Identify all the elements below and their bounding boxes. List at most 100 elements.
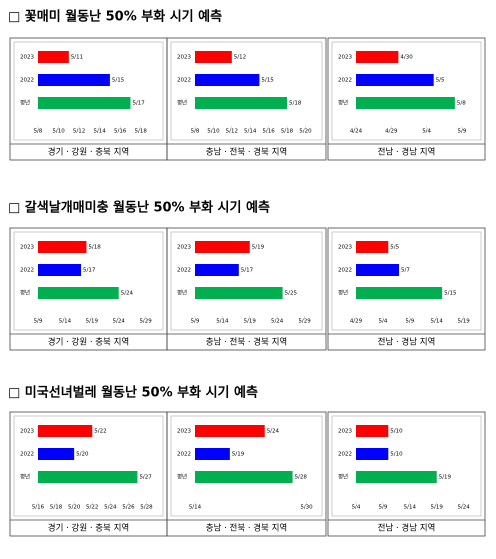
bar (356, 425, 389, 437)
bar (195, 97, 287, 109)
bar (356, 264, 400, 276)
value-label: 5/27 (139, 475, 152, 481)
x-axis-label: 충남 · 전북 · 경북 지역 (206, 337, 287, 348)
category-label: 평년 (20, 473, 30, 481)
category-label: 평년 (177, 473, 187, 481)
bar (195, 471, 293, 483)
category-label: 2022 (177, 452, 191, 458)
x-tick-label: 5/22 (86, 505, 98, 511)
x-tick-label: 5/16 (262, 129, 275, 135)
value-label: 5/5 (390, 245, 399, 251)
x-tick-label: 5/12 (226, 129, 238, 135)
x-axis-label: 전남 · 경남 지역 (378, 523, 436, 534)
value-label: 5/15 (261, 78, 274, 84)
x-tick-label: 5/29 (298, 319, 311, 325)
category-label: 2023 (338, 245, 352, 251)
x-axis-label: 경기 · 강원 · 충북 지역 (48, 147, 129, 158)
x-tick-label: 5/19 (244, 319, 257, 325)
category-label: 2022 (177, 78, 191, 84)
value-label: 5/19 (232, 452, 245, 458)
x-tick-label: 5/24 (457, 505, 470, 511)
x-tick-label: 5/16 (32, 505, 45, 511)
chart-box (327, 411, 486, 537)
value-label: 5/7 (401, 268, 410, 274)
bar (195, 241, 250, 253)
x-tick-label: 5/14 (216, 319, 229, 325)
bar (38, 448, 75, 460)
x-tick-label: 5/29 (139, 319, 152, 325)
x-tick-label: 5/9 (191, 319, 200, 325)
value-label: 5/17 (132, 101, 145, 107)
x-tick-label: 5/20 (68, 505, 81, 511)
bar (356, 51, 399, 63)
category-label: 2022 (20, 78, 34, 84)
chart-box (166, 227, 327, 351)
x-tick-label: 5/18 (50, 505, 63, 511)
x-tick-label: 5/24 (104, 505, 117, 511)
x-tick-label: 4/24 (350, 129, 363, 135)
x-tick-label: 4/29 (350, 319, 363, 325)
category-label: 평년 (20, 289, 30, 297)
bar (38, 74, 110, 86)
category-label: 2022 (20, 452, 34, 458)
plot-frame (13, 41, 164, 141)
bar (356, 74, 434, 86)
x-tick-label: 5/30 (300, 505, 313, 511)
bar (356, 97, 455, 109)
plot-frame (13, 415, 164, 517)
x-tick-label: 5/14 (189, 505, 202, 511)
x-tick-label: 5/24 (113, 319, 126, 325)
plot-frame (170, 41, 323, 141)
x-tick-label: 5/12 (73, 129, 85, 135)
value-label: 5/24 (267, 429, 280, 435)
x-tick-label: 5/18 (135, 129, 148, 135)
x-axis-label: 충남 · 전북 · 경북 지역 (206, 147, 287, 158)
value-label: 5/10 (390, 429, 403, 435)
x-tick-label: 5/4 (352, 505, 361, 511)
bar (38, 97, 131, 109)
category-label: 평년 (20, 99, 30, 107)
value-label: 5/15 (112, 78, 125, 84)
plot-frame (170, 415, 323, 517)
category-label: 평년 (177, 99, 187, 107)
section-title: □ 갈색날개매미충 월동난 50% 부화 시기 예측 (8, 200, 270, 216)
category-label: 2022 (338, 78, 352, 84)
x-tick-label: 5/4 (378, 319, 387, 325)
value-label: 5/28 (295, 475, 308, 481)
bar (356, 287, 443, 299)
x-tick-label: 5/24 (271, 319, 284, 325)
x-axis-label: 경기 · 강원 · 충북 지역 (48, 337, 129, 348)
x-tick-label: 5/10 (207, 129, 220, 135)
value-label: 5/17 (241, 268, 254, 274)
x-tick-label: 5/14 (404, 505, 417, 511)
x-tick-label: 5/19 (431, 505, 444, 511)
value-label: 5/19 (252, 245, 265, 251)
bar (195, 425, 265, 437)
category-label: 2023 (338, 55, 352, 61)
bar (195, 74, 260, 86)
x-tick-label: 5/9 (34, 319, 43, 325)
category-label: 2023 (20, 55, 34, 61)
category-label: 2023 (177, 55, 191, 61)
value-label: 5/11 (71, 55, 83, 61)
x-tick-label: 5/8 (191, 129, 200, 135)
x-tick-label: 5/9 (405, 319, 414, 325)
section-title: □ 미국선녀벌레 월동난 50% 부화 시기 예측 (8, 385, 258, 401)
x-tick-label: 5/9 (378, 505, 387, 511)
value-label: 5/8 (457, 101, 466, 107)
value-label: 5/18 (289, 101, 302, 107)
x-tick-label: 5/10 (52, 129, 65, 135)
value-label: 5/10 (390, 452, 403, 458)
plot-frame (170, 231, 323, 331)
value-label: 5/22 (94, 429, 106, 435)
value-label: 5/19 (439, 475, 452, 481)
chart-box (166, 411, 327, 537)
x-tick-label: 5/14 (93, 129, 106, 135)
bar (38, 471, 138, 483)
category-label: 평년 (177, 289, 187, 297)
value-label: 5/24 (121, 291, 134, 297)
bar (195, 287, 283, 299)
category-label: 2022 (338, 452, 352, 458)
